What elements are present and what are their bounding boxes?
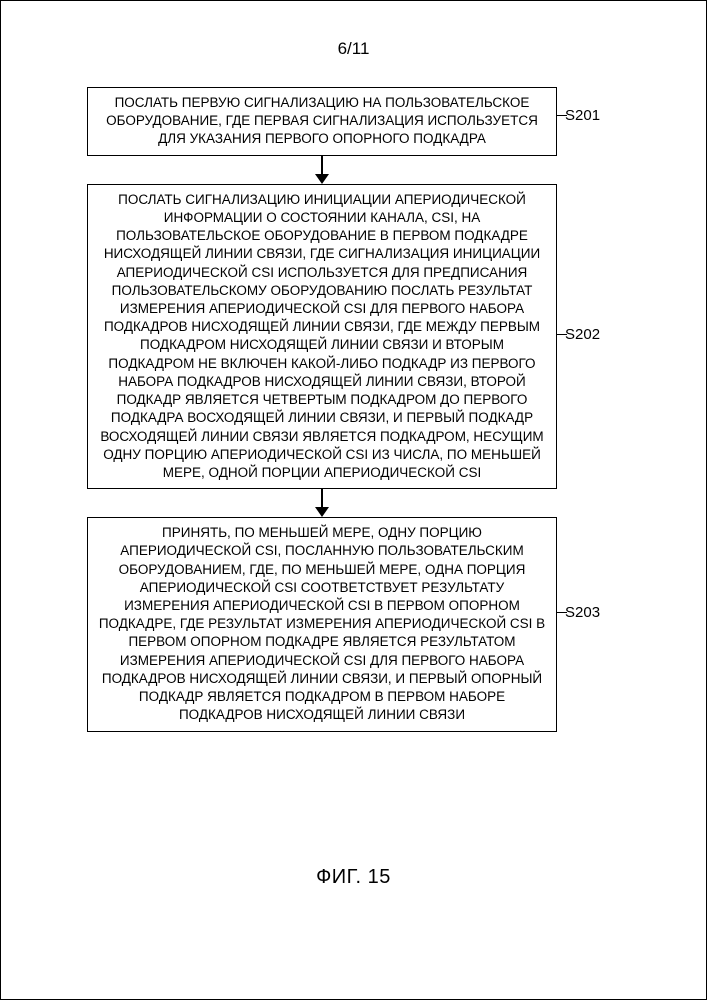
arrow-shaft	[321, 489, 323, 509]
flow-step-s201: ПОСЛАТЬ ПЕРВУЮ СИГНАЛИЗАЦИЮ НА ПОЛЬЗОВАТ…	[87, 87, 622, 156]
flow-box-s202: ПОСЛАТЬ СИГНАЛИЗАЦИЮ ИНИЦИАЦИИ АПЕРИОДИЧ…	[87, 184, 557, 490]
flow-label-s201: S201	[565, 107, 600, 124]
arrow-head-icon	[315, 507, 329, 517]
flow-label-s203: S203	[565, 604, 600, 621]
arrow-shaft	[321, 156, 323, 176]
flow-step-s203: ПРИНЯТЬ, ПО МЕНЬШЕЙ МЕРЕ, ОДНУ ПОРЦИЮ АП…	[87, 517, 622, 731]
flow-arrow-1	[87, 156, 557, 184]
page-number: 6/11	[1, 39, 706, 59]
page: 6/11 ПОСЛАТЬ ПЕРВУЮ СИГНАЛИЗАЦИЮ НА ПОЛЬ…	[0, 0, 707, 1000]
arrow-head-icon	[315, 174, 329, 184]
flow-label-s202: S202	[565, 326, 600, 343]
flow-step-s202: ПОСЛАТЬ СИГНАЛИЗАЦИЮ ИНИЦИАЦИИ АПЕРИОДИЧ…	[87, 184, 622, 490]
flow-box-s203: ПРИНЯТЬ, ПО МЕНЬШЕЙ МЕРЕ, ОДНУ ПОРЦИЮ АП…	[87, 517, 557, 731]
flowchart: ПОСЛАТЬ ПЕРВУЮ СИГНАЛИЗАЦИЮ НА ПОЛЬЗОВАТ…	[87, 87, 622, 732]
flow-box-s201: ПОСЛАТЬ ПЕРВУЮ СИГНАЛИЗАЦИЮ НА ПОЛЬЗОВАТ…	[87, 87, 557, 156]
figure-caption: ФИГ. 15	[1, 866, 706, 889]
flow-arrow-2	[87, 489, 557, 517]
